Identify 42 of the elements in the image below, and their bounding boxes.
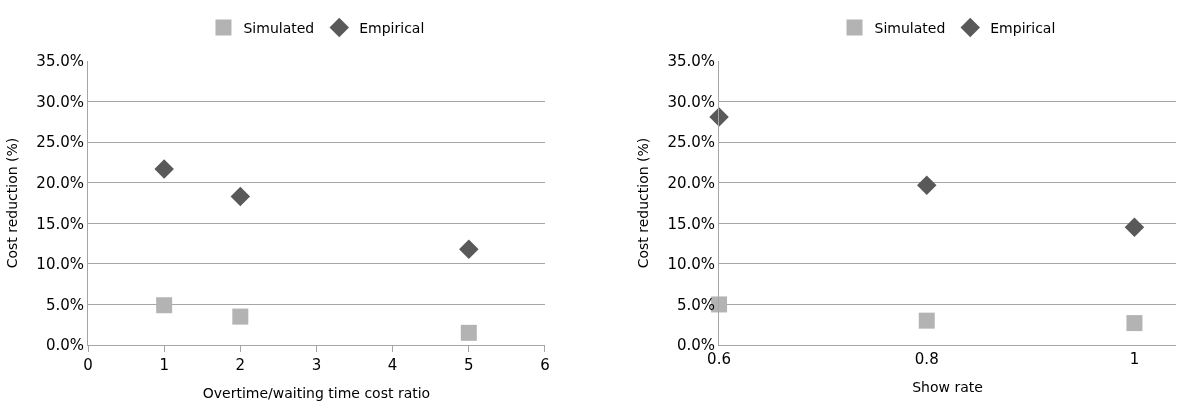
point	[459, 239, 479, 259]
y-tick-label: 25.0%	[36, 133, 84, 152]
y-tick-label: 25.0%	[667, 133, 716, 152]
x-tick-label: 5	[464, 356, 474, 374]
point	[460, 324, 477, 341]
x-tick-label: 1	[1129, 350, 1140, 368]
y-axis-title: Cost reduction (%)	[634, 137, 651, 269]
point	[1126, 315, 1143, 332]
y-tick-label: 15.0%	[36, 214, 84, 233]
y-tick-label: 0.0%	[45, 336, 84, 355]
point	[1124, 217, 1145, 238]
y-tick-label: 35.0%	[36, 52, 84, 71]
legend-label: Empirical	[359, 20, 425, 37]
x-tick-label: 0.8	[914, 350, 939, 368]
x-tick-label: 6	[540, 356, 550, 374]
y-tick-label: 30.0%	[667, 92, 716, 111]
point	[154, 159, 174, 179]
y-tick-label: 10.0%	[36, 255, 84, 274]
legend-label: Empirical	[990, 20, 1056, 37]
y-tick-label: 35.0%	[667, 52, 716, 71]
x-tick-label: 1	[159, 356, 169, 374]
y-tick-label: 30.0%	[36, 92, 84, 111]
y-axis-title: Cost reduction (%)	[3, 137, 20, 269]
x-tick-label: 2	[235, 356, 246, 374]
x-tick-label: 0	[83, 356, 93, 374]
x-axis-title: Overtime/waiting time cost ratio	[202, 385, 431, 402]
point	[917, 175, 937, 195]
point	[156, 297, 173, 314]
legend-label: Simulated	[243, 20, 315, 37]
y-tick-label: 20.0%	[667, 173, 716, 192]
y-tick-label: 5.0%	[45, 295, 84, 314]
x-axis-title: Show rate	[912, 379, 983, 396]
x-tick-label: 4	[387, 356, 398, 374]
y-tick-label: 20.0%	[36, 173, 84, 192]
point	[230, 186, 251, 207]
legend-label: Simulated	[874, 20, 946, 37]
point	[918, 312, 935, 329]
y-tick-label: 10.0%	[667, 255, 716, 274]
y-tick-label: 5.0%	[676, 295, 716, 314]
y-tick-label: 15.0%	[667, 214, 716, 233]
point	[232, 308, 249, 325]
x-tick-label: 3	[311, 356, 322, 374]
